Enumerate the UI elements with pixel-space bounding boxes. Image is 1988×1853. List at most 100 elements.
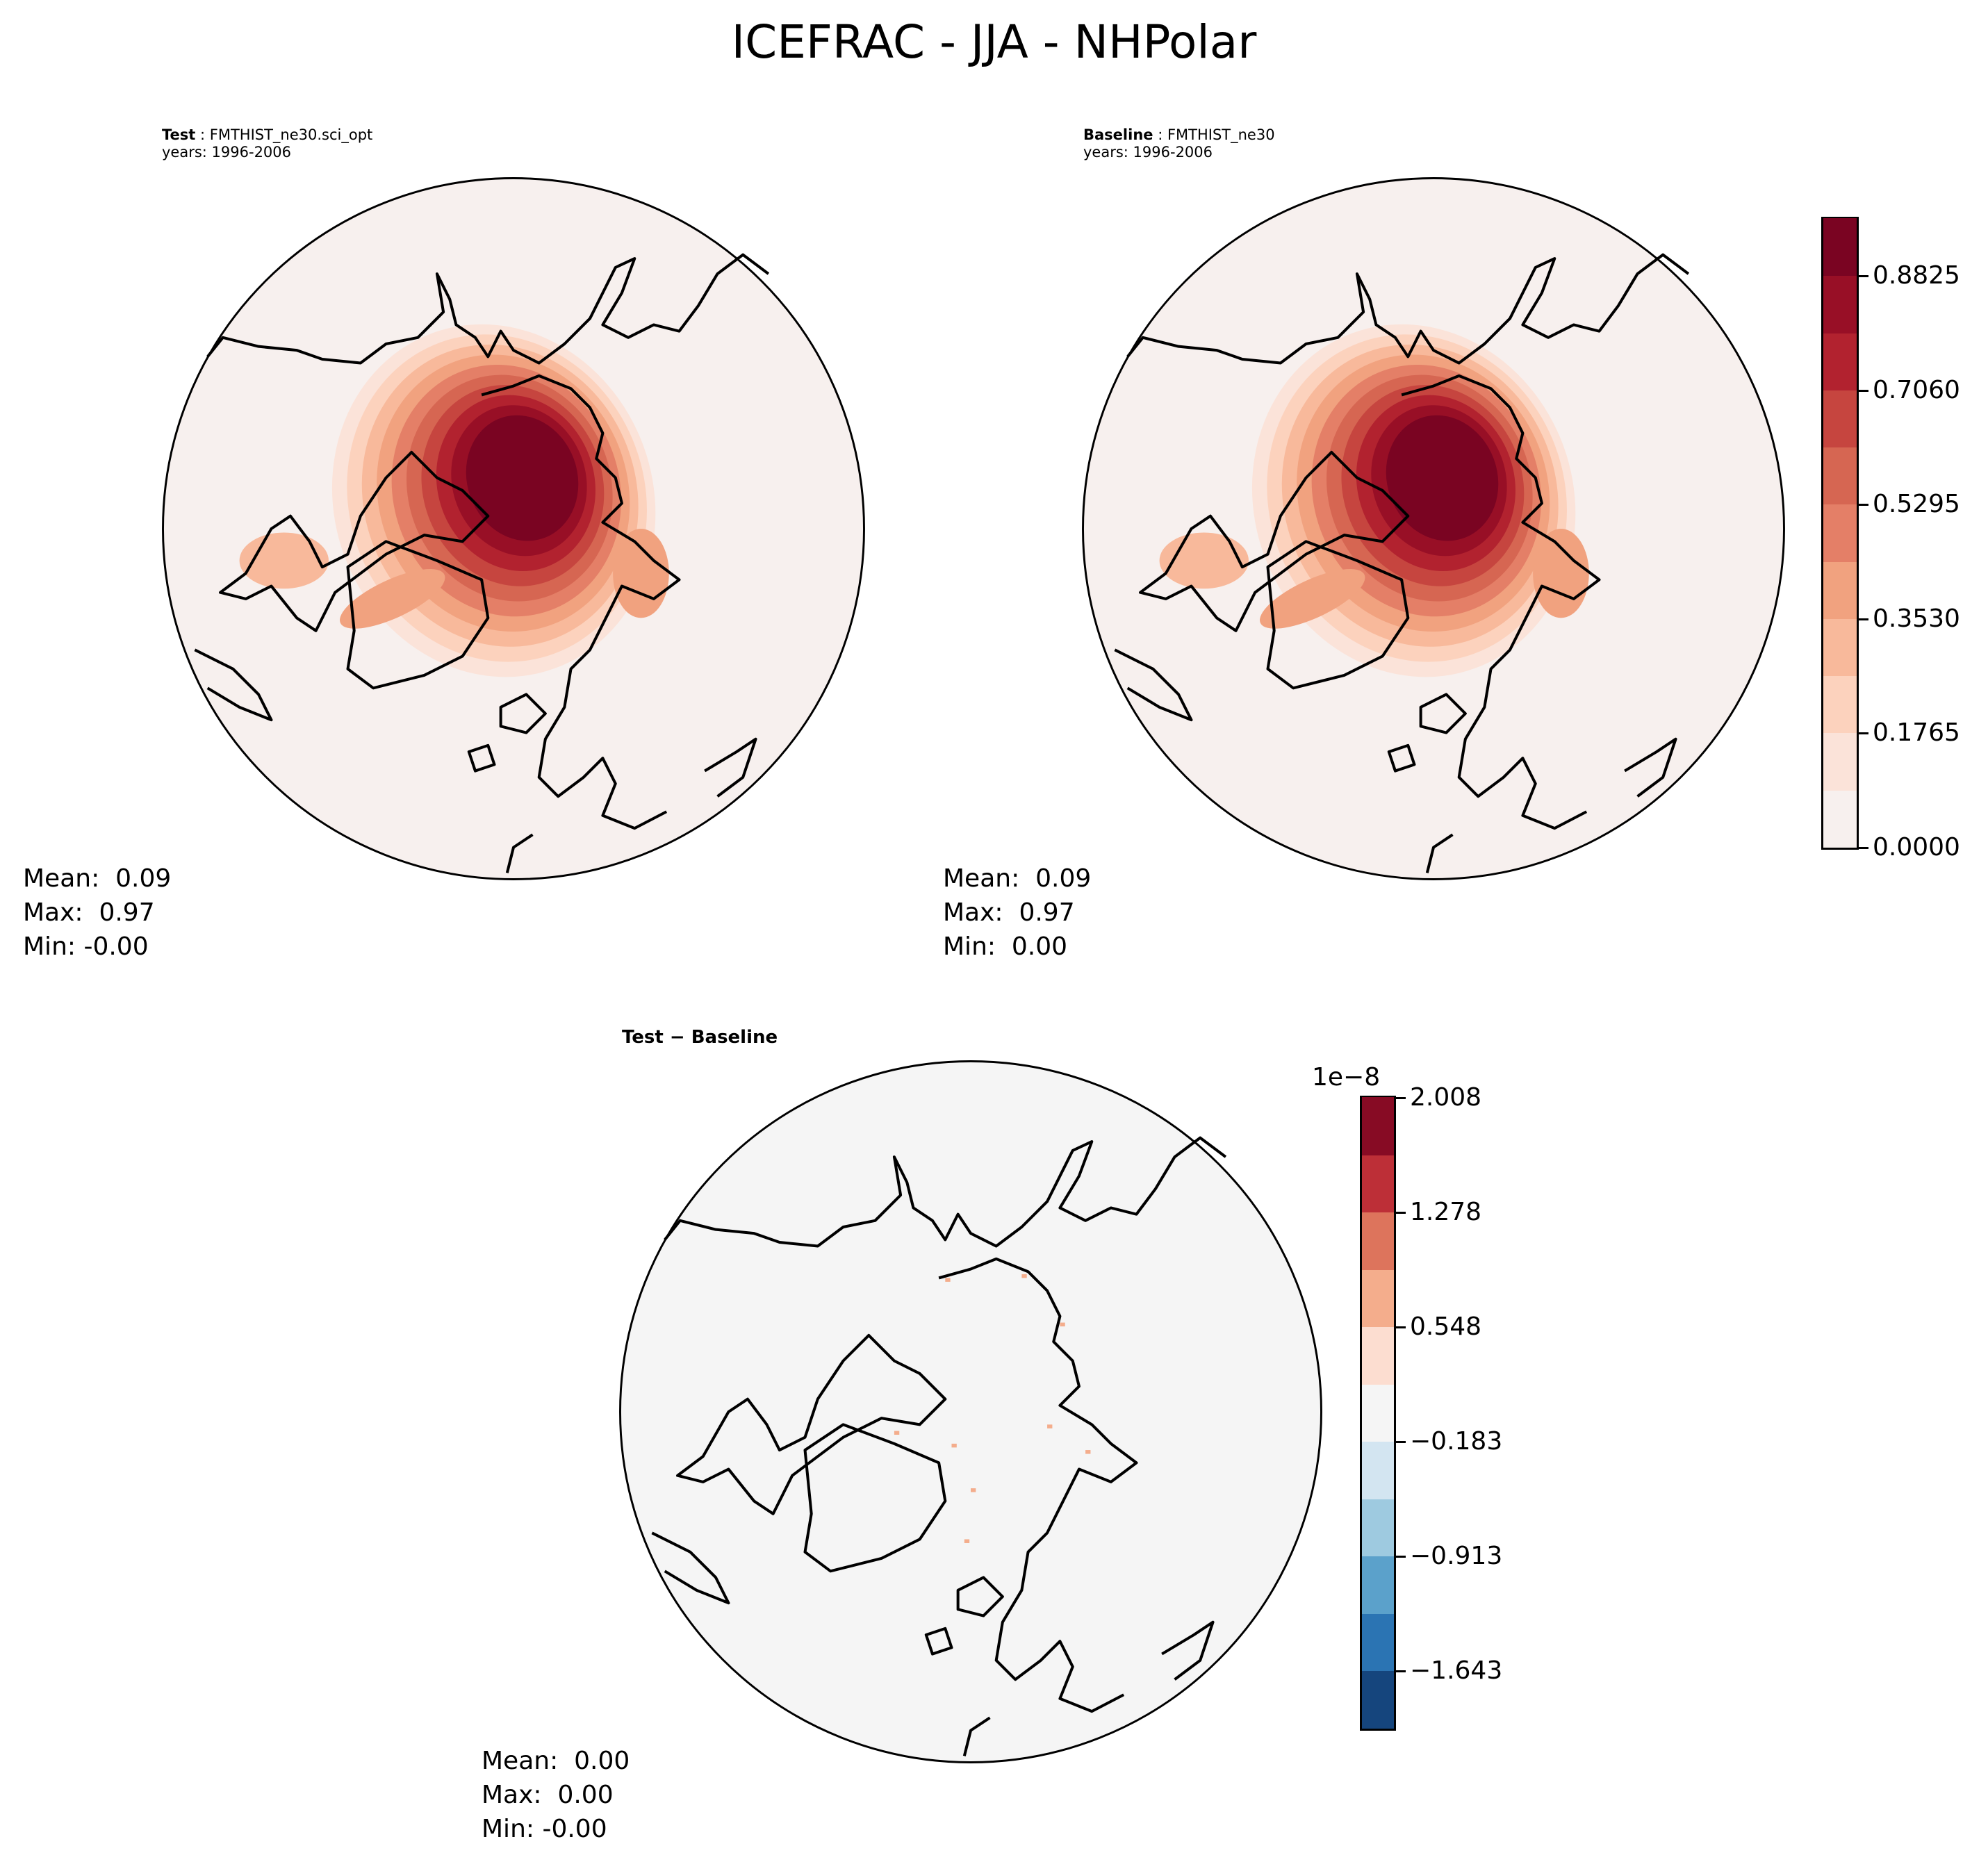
colorbar-tick-label: 0.3530 [1873,604,1960,633]
coastline [962,1716,991,1756]
diff-colorbar [1360,1096,1396,1731]
colorbar-tick [1859,847,1868,849]
colorbar-band [1362,1154,1394,1213]
colorbar-band [1823,447,1857,505]
coastline [194,648,273,722]
colorbar-band [1362,1670,1394,1729]
colorbar-band [1823,332,1857,390]
coastline [1425,833,1454,873]
baseline-subtitle: Baseline : FMTHIST_ne30 years: 1996-2006 [1083,126,1275,160]
colorbar-tick [1396,1212,1406,1214]
colorbar-band [1362,1097,1394,1155]
baseline-years: years: 1996-2006 [1083,144,1213,160]
sea-ice-contour [1260,569,1365,629]
coastline [1624,737,1677,798]
colorbar-tick-label: −0.913 [1410,1542,1503,1571]
baseline-stats: Mean: 0.09 Max: 0.97 Min: 0.00 [943,862,1091,964]
test-years: years: 1996-2006 [162,144,292,160]
difference-speck [1085,1450,1091,1454]
difference-speck [1060,1322,1065,1327]
colorbar-tick-label: 2.008 [1410,1083,1482,1112]
diff-map [619,1060,1322,1763]
baseline-map [1082,177,1785,880]
colorbar-tick [1396,1556,1406,1558]
test-stats: Mean: 0.09 Max: 0.97 Min: -0.00 [23,862,171,964]
sea-ice-contour [466,415,579,541]
sea-ice-contour [1386,415,1499,541]
baseline-min: Min: 0.00 [943,932,1068,961]
difference-speck [945,1278,951,1282]
colorbar-tick-label: 1.278 [1410,1198,1482,1227]
colorbar-tick [1859,389,1868,392]
coastline [219,450,490,632]
colorbar-band [1823,504,1857,562]
colorbar-offset-label: 1e−8 [1312,1063,1381,1092]
map-boundary [619,1060,1322,1763]
colorbar-tick-label: 0.5295 [1873,490,1960,519]
test-map [162,177,865,880]
diff-max: Max: 0.00 [482,1781,614,1809]
difference-speck [951,1443,957,1448]
colorbar-tick-label: −0.183 [1410,1427,1503,1456]
colorbar-band [1362,1212,1394,1270]
coastline [1401,374,1601,830]
colorbar-band [1823,561,1857,619]
coastline [938,1257,1138,1713]
map-boundary [162,177,865,880]
coastline [505,833,534,873]
coastline [481,374,681,830]
coastline [467,743,496,773]
colorbar-band [1362,1383,1394,1442]
figure-title: ICEFRAC - JJA - NHPolar [731,15,1257,69]
coastline [803,1423,947,1573]
baseline-mean: Mean: 0.09 [943,864,1092,893]
colorbar-tick-label: 0.1765 [1873,718,1960,748]
coastline [704,737,757,798]
coastline [1126,253,1690,365]
colorbar-band [1362,1269,1394,1328]
colorbar-tick [1396,1670,1406,1673]
colorbar-band [1362,1498,1394,1557]
test-mean: Mean: 0.09 [23,864,172,893]
colorbar-band [1362,1613,1394,1672]
colorbar-band [1823,789,1857,848]
coastline [651,1531,730,1605]
diff-stats: Mean: 0.00 Max: 0.00 Min: -0.00 [482,1744,630,1846]
coastline [924,1626,953,1656]
diff-mean: Mean: 0.00 [482,1747,630,1775]
colorbar-band [1362,1556,1394,1614]
difference-speck [1021,1274,1027,1278]
coastline [1266,540,1410,690]
colorbar-tick-label: 0.548 [1410,1312,1482,1342]
coastline [346,540,490,690]
colorbar-tick [1859,732,1868,735]
coastline [956,1576,1004,1617]
test-label: Test [162,126,196,143]
colorbar-tick [1859,618,1868,620]
sea-ice-contour [1533,529,1589,618]
colorbar-tick-label: 0.0000 [1873,833,1960,862]
colorbar-tick-label: 0.7060 [1873,375,1960,404]
test-max: Max: 0.97 [23,898,155,927]
sea-ice-contour [613,529,669,618]
colorbar-tick-label: −1.643 [1410,1656,1503,1686]
difference-speck [1047,1424,1053,1428]
coastline [1161,1620,1215,1681]
diff-title: Test − Baseline [622,1027,778,1048]
test-subtitle: Test : FMTHIST_ne30.sci_opt years: 1996-… [162,126,373,160]
test-case: FMTHIST_ne30.sci_opt [209,126,373,143]
map-background [620,1061,1322,1763]
colorbar-tick [1859,275,1868,278]
difference-speck [964,1539,970,1543]
map-boundary [1082,177,1785,880]
colorbar-band [1362,1326,1394,1385]
coastline [676,1333,947,1515]
sea-ice-contour [340,569,445,629]
colorbar-band [1823,218,1857,277]
colorbar-tick [1396,1097,1406,1099]
colorbar-band [1823,389,1857,448]
coastline [664,1136,1227,1248]
coastline [1114,648,1193,722]
baseline-label: Baseline [1083,126,1153,143]
coastline [499,693,547,734]
